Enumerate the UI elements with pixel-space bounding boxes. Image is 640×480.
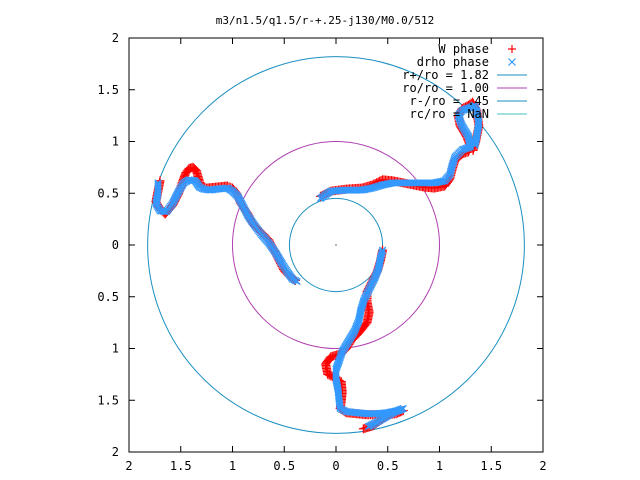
legend-item: ro/ro = 1.00 [402, 81, 527, 95]
series-arm-2 [321, 245, 408, 434]
legend-item: r+/ro = 1.82 [402, 68, 527, 82]
y-tick-label: 0.5 [97, 290, 119, 304]
drho-phase-point [188, 176, 196, 184]
drho-phase-point [293, 277, 301, 286]
drho-phase-point [364, 422, 373, 431]
drho-phase-point [471, 141, 479, 149]
legend-item: r-/ro = .45 [410, 94, 527, 108]
legend-item: W phase [438, 42, 516, 56]
x-tick-label: 2 [125, 459, 132, 473]
drho-phase-point [152, 198, 160, 206]
drho-phase-point [465, 134, 473, 142]
series-drho-phase [152, 101, 483, 431]
x-tick-label: 0.5 [273, 459, 295, 473]
origin-dot [335, 244, 337, 246]
data-series [151, 97, 484, 434]
series-w-phase [151, 97, 484, 434]
x-tick-label: 1.5 [480, 459, 502, 473]
legend-item: rc/ro = NaN [410, 107, 527, 121]
drho-phase-point [222, 184, 230, 192]
legend-label: r-/ro = .45 [410, 94, 489, 108]
legend-label: drho phase [417, 55, 489, 69]
y-tick-label: 1 [112, 135, 119, 149]
legend-label: ro/ro = 1.00 [402, 81, 489, 95]
series-arm-0 [316, 101, 483, 203]
x-tick-label: 2 [539, 459, 546, 473]
y-tick-label: 2 [112, 445, 119, 459]
legend-marker-x [508, 58, 516, 66]
drho-phase-point [471, 103, 480, 111]
chart-title: m3/n1.5/q1.5/r-+.25-j130/M0.0/512 [216, 14, 435, 27]
y-axis-tick-labels: 2 1.5 1 0.5 0 0.5 1 1.5 2 [97, 31, 119, 459]
legend-label: W phase [438, 42, 489, 56]
x-tick-label: 0.5 [377, 459, 399, 473]
y-tick-label: 1 [112, 342, 119, 356]
series-arm-1 [152, 176, 301, 286]
drho-phase-point [465, 135, 473, 143]
legend-label: r+/ro = 1.82 [402, 68, 489, 82]
radius-circle-2 [288, 197, 384, 293]
x-axis-tick-labels: 2 1.5 1 0.5 0 0.5 1 1.5 2 [125, 459, 546, 473]
series-arm-2 [332, 246, 407, 431]
drho-phase-point [471, 101, 479, 109]
radius-circles [147, 56, 525, 434]
radius-circle-1 [232, 141, 440, 349]
drho-phase-point [336, 401, 344, 409]
series-arm-1 [151, 162, 300, 285]
x-tick-label: 1 [229, 459, 236, 473]
y-tick-label: 1.5 [97, 83, 119, 97]
radius-circle-0 [147, 56, 525, 434]
drho-phase-point [471, 140, 479, 148]
y-tick-label: 0 [112, 238, 119, 252]
axis-ticks [128, 37, 544, 453]
y-tick-label: 0.5 [97, 186, 119, 200]
y-tick-label: 1.5 [97, 393, 119, 407]
x-tick-label: 0 [332, 459, 339, 473]
legend-label: rc/ro = NaN [410, 107, 489, 121]
x-tick-label: 1 [436, 459, 443, 473]
y-tick-label: 2 [112, 31, 119, 45]
x-tick-label: 1.5 [170, 459, 192, 473]
legend-item: drho phase [417, 55, 516, 69]
